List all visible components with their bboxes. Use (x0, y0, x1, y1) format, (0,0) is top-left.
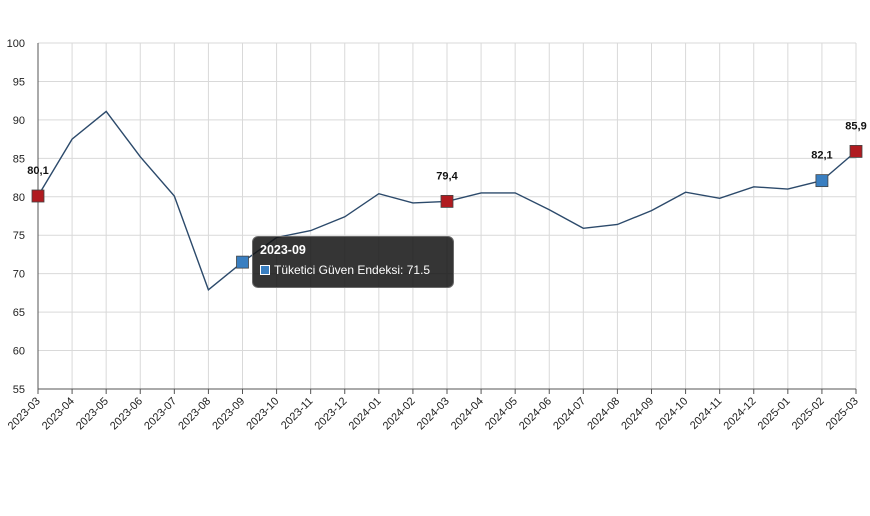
x-tick-label: 2024-01 (347, 395, 384, 432)
x-tick-label: 2023-11 (279, 395, 315, 431)
x-tick-label: 2025-03 (824, 395, 861, 432)
y-tick-label: 95 (13, 76, 25, 88)
tooltip-row: Tüketici Güven Endeksi: 71.5 (260, 263, 446, 277)
x-tick-label: 2023-03 (6, 395, 43, 432)
x-tick-label: 2023-10 (244, 395, 281, 432)
x-tick-label: 2024-05 (483, 395, 520, 432)
x-tick-label: 2023-06 (108, 395, 145, 432)
x-tick-label: 2023-07 (142, 395, 179, 432)
y-tick-label: 60 (13, 346, 25, 358)
data-marker[interactable] (31, 189, 45, 203)
data-label: 80,1 (27, 165, 48, 177)
x-tick-labels: 2023-032023-042023-052023-062023-072023-… (6, 395, 861, 432)
tooltip-series-swatch (260, 265, 270, 275)
x-tick-label: 2024-07 (551, 395, 588, 432)
data-label: 79,4 (436, 170, 458, 182)
data-marker[interactable] (849, 145, 863, 158)
y-tick-label: 80 (13, 192, 25, 204)
x-tick-label: 2024-04 (449, 395, 486, 432)
y-tick-label: 90 (13, 115, 25, 127)
y-tick-label: 55 (13, 384, 25, 396)
x-tick-label: 2024-11 (688, 395, 724, 431)
x-tick-label: 2023-12 (313, 395, 350, 432)
data-label: 82,1 (811, 150, 832, 162)
tooltip-title: 2023-09 (260, 243, 306, 257)
data-marker[interactable] (440, 194, 454, 208)
x-tick-label: 2024-08 (585, 395, 622, 432)
y-tick-label: 85 (13, 153, 25, 165)
x-tick-label: 2025-02 (790, 395, 827, 432)
chart-tooltip: 2023-09 Tüketici Güven Endeksi: 71.5 (252, 236, 454, 288)
x-tick-label: 2024-12 (722, 395, 759, 432)
x-tick-label: 2024-02 (381, 395, 418, 432)
x-tick-label: 2023-09 (210, 395, 247, 432)
tooltip-text: Tüketici Güven Endeksi: 71.5 (274, 263, 431, 277)
x-tick-label: 2023-08 (176, 395, 213, 432)
axes (37, 43, 857, 394)
y-tick-label: 70 (13, 269, 25, 281)
data-label: 85,9 (845, 120, 866, 132)
y-tick-label: 100 (7, 38, 25, 50)
y-tick-labels: 100 95 90 85 80 75 70 65 60 55 (7, 38, 25, 396)
x-tick-label: 2023-04 (40, 395, 77, 432)
y-tick-label: 75 (13, 230, 25, 242)
x-tick-label: 2024-10 (653, 395, 690, 432)
data-marker[interactable] (815, 174, 829, 188)
y-tick-label: 65 (13, 307, 25, 319)
grid-lines (38, 42, 857, 389)
x-tick-label: 2023-05 (74, 395, 111, 432)
data-marker[interactable] (236, 255, 249, 269)
data-labels: 80,1 79,4 82,1 85,9 (27, 120, 866, 182)
data-markers (31, 145, 863, 269)
x-tick-label: 2025-01 (756, 395, 793, 432)
x-tick-label: 2024-06 (517, 395, 554, 432)
x-tick-label: 2024-03 (415, 395, 452, 432)
x-tick-label: 2024-09 (619, 395, 656, 432)
